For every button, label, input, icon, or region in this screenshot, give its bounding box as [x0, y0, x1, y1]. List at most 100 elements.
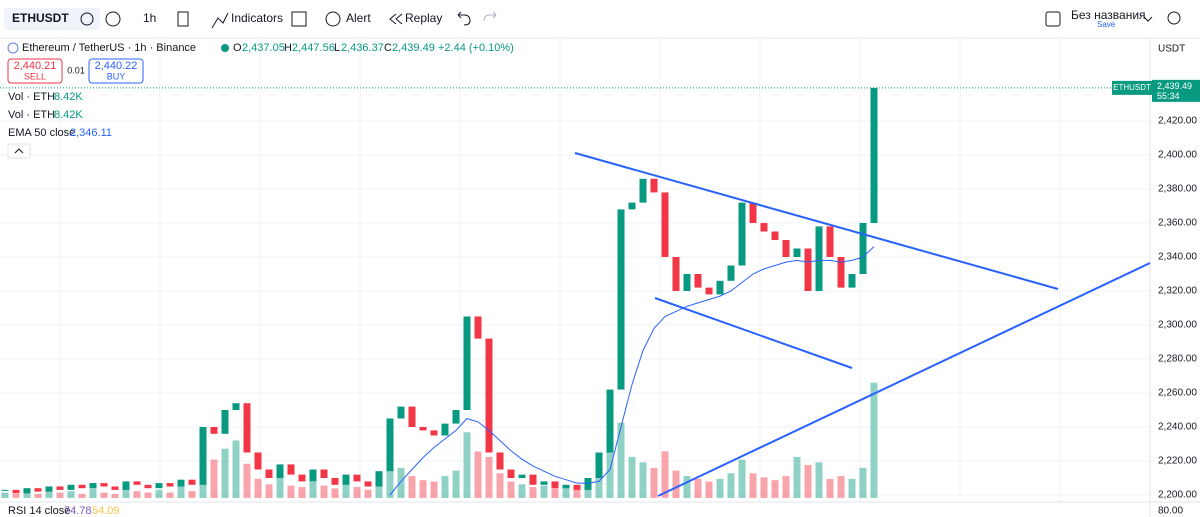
candle: [606, 389, 614, 453]
volume-bar: [309, 481, 317, 498]
y-tick-label: 2,200.00: [1158, 490, 1197, 501]
volume-bar: [23, 491, 31, 498]
candle: [364, 481, 372, 487]
indicators-icon[interactable]: [211, 12, 229, 29]
volume-bar: [617, 422, 625, 498]
price-tag-label: 2,439.49: [1157, 81, 1192, 91]
redo-icon[interactable]: [483, 11, 497, 22]
volume-bar: [606, 448, 614, 498]
candle: [727, 265, 735, 281]
sell-label[interactable]: SELL: [24, 71, 46, 81]
buy-price[interactable]: 2,440.22: [95, 60, 138, 72]
ema-line: [389, 246, 875, 496]
collapse-icon[interactable]: [14, 148, 24, 154]
volume-bar: [551, 488, 559, 498]
candle: [551, 481, 559, 489]
candle: [650, 178, 658, 193]
symbol-search[interactable]: [4, 8, 100, 30]
candle: [562, 484, 570, 489]
candle: [111, 486, 119, 490]
candle: [463, 316, 471, 410]
trend-line[interactable]: [654, 297, 853, 369]
candle: [804, 248, 812, 291]
layout-name[interactable]: Без названия: [1071, 8, 1146, 22]
volume-bar: [518, 484, 526, 498]
candle: [210, 427, 218, 434]
candle: [56, 486, 64, 490]
y-tick-label: 2,240.00: [1158, 422, 1197, 433]
candle: [485, 338, 493, 453]
y-tick-label: 2,320.00: [1158, 286, 1197, 297]
candle: [507, 469, 515, 478]
candle: [199, 427, 207, 485]
volume-bar: [364, 489, 372, 498]
candle: [254, 452, 262, 470]
volume-bar: [45, 489, 53, 498]
undo-icon[interactable]: [457, 11, 471, 26]
y-tick-label: 2,260.00: [1158, 388, 1197, 399]
volume-bar: [628, 456, 636, 498]
y-tick-label: 2,280.00: [1158, 354, 1197, 365]
trend-line[interactable]: [657, 262, 1151, 497]
save-link[interactable]: Save: [1097, 20, 1116, 29]
volume-bar: [342, 482, 350, 498]
legend-high-key: H: [284, 42, 292, 54]
candle: [375, 471, 383, 487]
volume-bar: [441, 476, 449, 498]
volume-bar: [463, 432, 471, 498]
candle: [716, 280, 724, 295]
volume-bar: [826, 478, 834, 498]
candle: [793, 248, 801, 257]
volume-bar: [166, 492, 174, 498]
candle: [749, 202, 757, 223]
volume-bar: [353, 487, 361, 498]
interval[interactable]: 1h: [143, 11, 156, 25]
volume-bar: [287, 485, 295, 498]
alert-button[interactable]: Alert: [346, 11, 371, 25]
sell-button[interactable]: [7, 58, 63, 84]
layout-dropdown[interactable]: [1143, 16, 1153, 22]
candle: [815, 226, 823, 291]
indicators-button[interactable]: Indicators: [231, 11, 283, 25]
layout-checkbox[interactable]: [1045, 11, 1061, 27]
quick-search-icon[interactable]: [1167, 11, 1181, 25]
candle: [672, 257, 680, 291]
volume-bar: [771, 480, 779, 498]
candle: [661, 192, 669, 257]
chart-type-icon[interactable]: [177, 11, 189, 27]
buy-button[interactable]: [88, 58, 144, 84]
templates-icon[interactable]: [291, 11, 307, 27]
volume-bar: [265, 484, 273, 498]
buy-label[interactable]: BUY: [107, 71, 126, 81]
symbol-logo: [7, 42, 19, 54]
candle: [540, 481, 548, 485]
symbol[interactable]: ETHUSDT: [12, 11, 69, 25]
watch-icon[interactable]: [80, 12, 94, 26]
volume-bar: [100, 492, 108, 498]
candle: [177, 479, 185, 487]
replay-icon[interactable]: [389, 13, 403, 25]
y-tick-label: 2,220.00: [1158, 456, 1197, 467]
replay-button[interactable]: Replay: [405, 11, 442, 25]
trend-line[interactable]: [574, 152, 1059, 290]
y-tick-label: 2,380.00: [1158, 184, 1197, 195]
volume-bar: [408, 476, 416, 498]
legend-low: 2,436.37: [341, 42, 384, 54]
legend-change: +2.44 (+0.10%): [438, 42, 514, 54]
volume-bar: [210, 459, 218, 498]
rsi-tick: 80.00: [1158, 506, 1183, 517]
currency[interactable]: USDT: [1158, 44, 1185, 55]
candle: [298, 474, 306, 482]
alert-icon[interactable]: [325, 11, 341, 27]
candle: [221, 410, 229, 434]
y-tick-label: 2,400.00: [1158, 150, 1197, 161]
compare-icon[interactable]: [105, 11, 121, 27]
volume-bar: [815, 462, 823, 498]
collapse-legend[interactable]: [7, 143, 31, 159]
sell-price[interactable]: 2,440.21: [14, 60, 57, 72]
volume-bar: [221, 448, 229, 498]
volume-bar: [177, 485, 185, 498]
candle: [166, 483, 174, 487]
candle: [232, 403, 240, 410]
